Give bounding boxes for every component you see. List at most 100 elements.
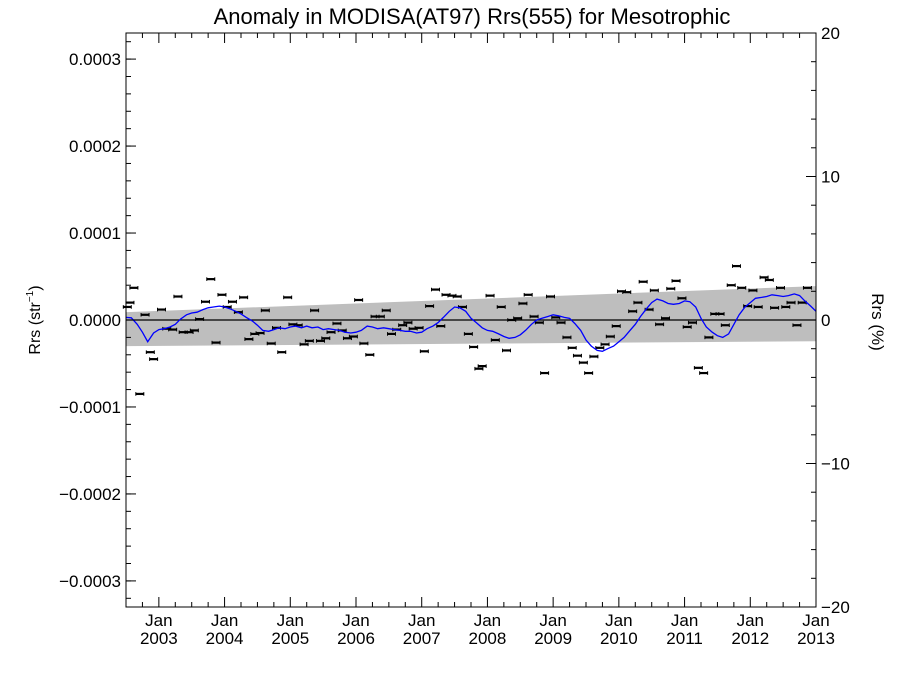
left-axis-tick-label: 0.0003	[69, 50, 121, 69]
data-point	[260, 308, 270, 313]
x-axis-tick-month: Jan	[211, 611, 238, 630]
data-point	[326, 330, 336, 334]
data-point	[611, 324, 621, 328]
trend-band-layer	[126, 286, 816, 347]
data-point	[546, 294, 556, 299]
data-point	[726, 283, 736, 288]
data-point	[666, 286, 676, 291]
data-point	[299, 342, 309, 347]
data-point	[715, 312, 725, 316]
left-axis-title-superscript: −1	[25, 290, 36, 302]
data-point	[316, 339, 326, 343]
data-point	[661, 316, 671, 321]
data-point	[743, 304, 753, 308]
data-point	[354, 298, 364, 302]
data-point	[140, 312, 150, 317]
data-point	[375, 314, 385, 319]
data-point	[135, 392, 145, 396]
data-point	[737, 286, 747, 290]
data-point	[149, 357, 159, 361]
data-point	[578, 360, 588, 365]
smoothed-series-line	[125, 293, 817, 352]
x-axis-tick-year: 2005	[271, 629, 309, 648]
data-point	[776, 286, 786, 290]
data-point	[239, 295, 249, 300]
data-point	[348, 334, 358, 339]
data-point	[332, 321, 342, 326]
data-point	[540, 371, 550, 375]
data-point	[463, 332, 473, 336]
left-axis-title-close: )	[27, 285, 44, 290]
data-point	[802, 286, 812, 290]
data-point	[477, 364, 487, 368]
data-point	[381, 308, 391, 313]
x-axis-tick-month: Jan	[277, 611, 304, 630]
left-axis-tick-label: 0.0001	[69, 224, 121, 243]
x-axis-tick-month: Jan	[145, 611, 172, 630]
data-point	[633, 300, 643, 305]
data-point	[518, 301, 528, 306]
left-y-axis: 0.0003 0.0002 0.0001 0.0000 −0.0001 −0.0002 −0…	[59, 41, 136, 599]
data-point	[469, 345, 479, 349]
data-point	[781, 305, 791, 309]
data-point	[600, 342, 610, 347]
data-point	[145, 350, 155, 354]
data-point	[365, 352, 375, 357]
data-point	[122, 305, 132, 309]
right-axis-tick-label: 20	[821, 24, 840, 43]
x-axis-tick-year: 2007	[403, 629, 441, 648]
x-axis-tick-year: 2008	[469, 629, 507, 648]
data-point	[436, 324, 446, 328]
x-axis-tick-month: Jan	[539, 611, 566, 630]
data-point	[244, 337, 254, 341]
x-axis-tick-year: 2012	[731, 629, 769, 648]
left-axis-title: Rrs (str−1)	[25, 285, 44, 354]
chart-title: Anomaly in MODISA(AT97) Rrs(555) for Mes…	[214, 4, 731, 29]
data-point	[605, 334, 615, 339]
data-point	[699, 371, 709, 375]
data-point	[485, 293, 495, 298]
data-point	[513, 316, 523, 321]
data-point	[129, 286, 139, 290]
data-point	[523, 292, 533, 297]
data-point	[217, 292, 227, 297]
data-point	[649, 288, 659, 293]
data-point	[398, 323, 408, 328]
data-point	[704, 335, 714, 340]
data-point	[764, 278, 774, 282]
data-point	[693, 366, 703, 370]
data-point	[474, 366, 484, 371]
trend-band	[126, 286, 816, 347]
data-point	[638, 279, 648, 284]
data-point	[748, 288, 758, 293]
left-axis-tick-label: −0.0001	[59, 398, 121, 417]
left-axis-tick-label: −0.0002	[59, 485, 121, 504]
x-axis-tick-month: Jan	[474, 611, 501, 630]
data-point	[720, 323, 730, 328]
data-point	[687, 320, 697, 325]
data-point	[682, 325, 692, 329]
data-point	[359, 341, 369, 346]
data-point	[173, 294, 183, 299]
data-point	[655, 322, 665, 327]
data-point	[731, 264, 741, 268]
data-point	[277, 350, 287, 354]
data-point	[266, 341, 276, 346]
right-axis-title: Rrs (%)	[868, 293, 887, 351]
data-point	[622, 290, 632, 294]
data-point	[156, 307, 166, 312]
x-axis-tick-month: Jan	[737, 611, 764, 630]
data-point	[792, 323, 802, 328]
data-point	[211, 340, 221, 345]
x-axis-tick-year: 2006	[337, 629, 375, 648]
data-point	[753, 305, 763, 309]
data-point	[567, 346, 577, 350]
x-axis: Jan2003Jan2004Jan2005Jan2006Jan2007Jan20…	[125, 33, 835, 648]
smoothed-line-layer	[125, 293, 817, 352]
data-point	[403, 320, 413, 325]
x-axis-tick-month: Jan	[802, 611, 829, 630]
data-point	[414, 326, 424, 330]
data-point	[255, 331, 265, 335]
data-point	[589, 354, 599, 359]
x-axis-tick-year: 2011	[666, 629, 703, 648]
